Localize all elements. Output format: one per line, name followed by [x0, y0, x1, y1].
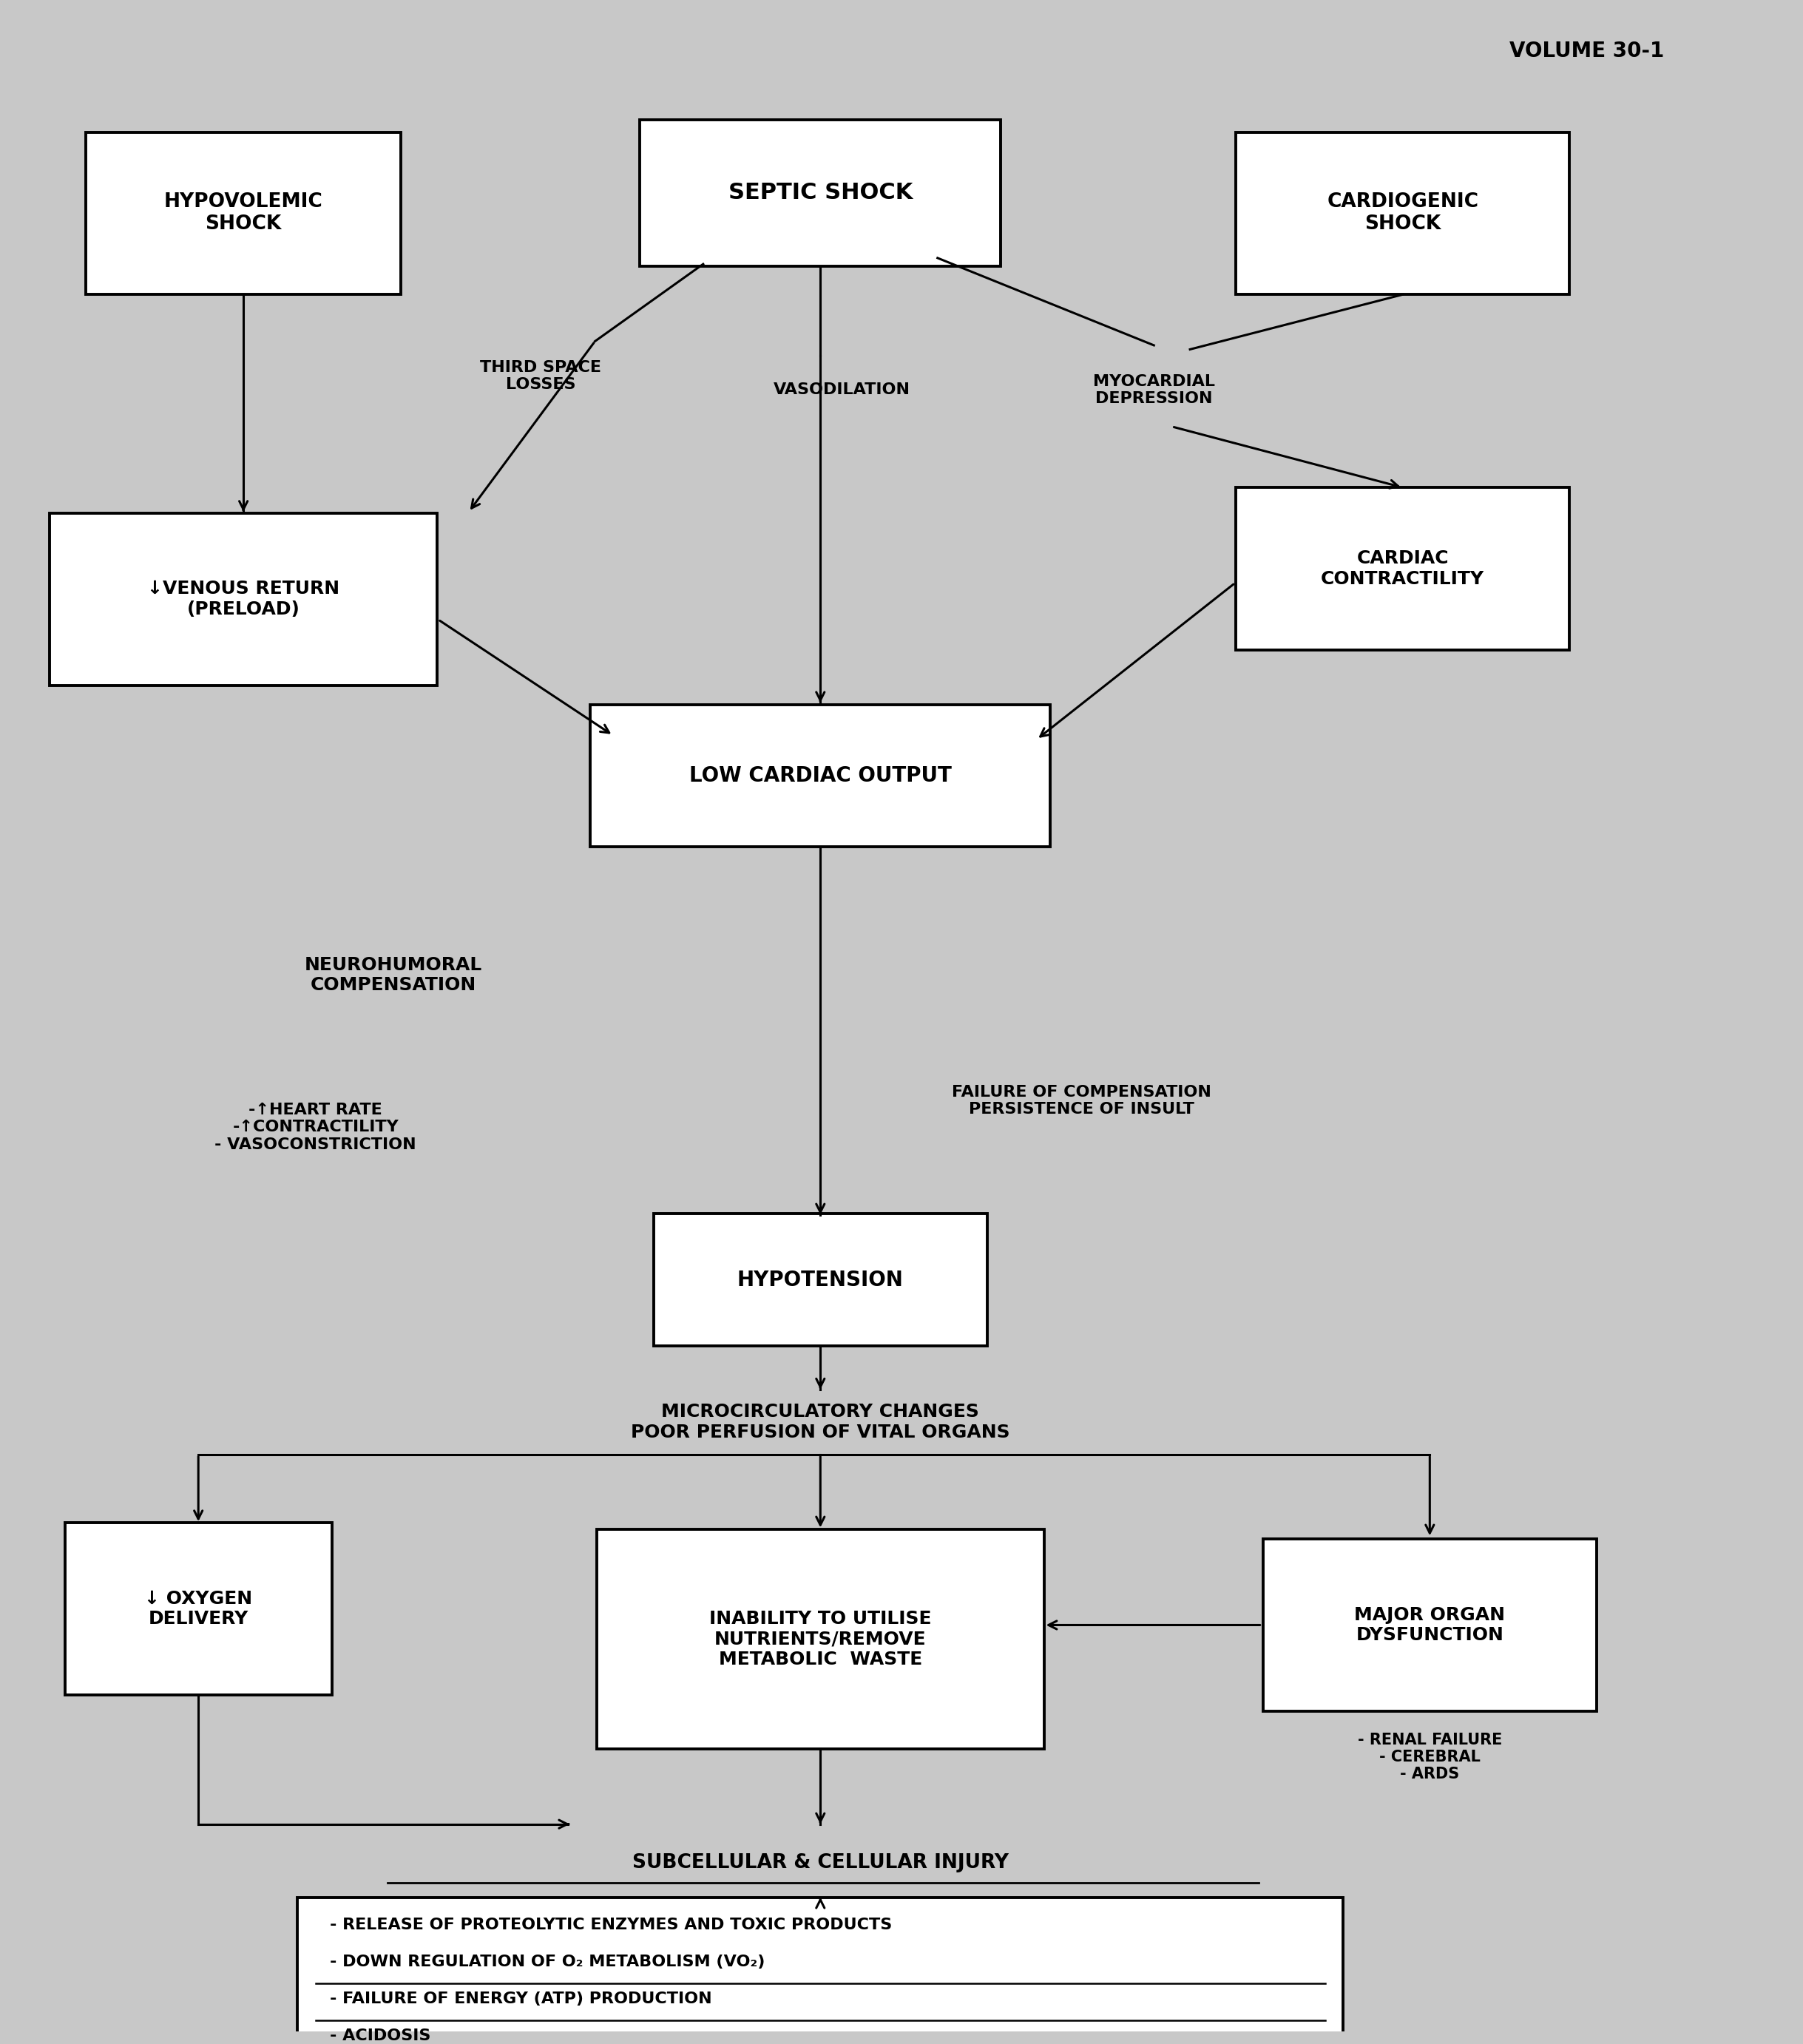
Text: CARDIOGENIC
SHOCK: CARDIOGENIC SHOCK [1327, 192, 1478, 233]
Text: MICROCIRCULATORY CHANGES
POOR PERFUSION OF VITAL ORGANS: MICROCIRCULATORY CHANGES POOR PERFUSION … [631, 1402, 1010, 1441]
FancyBboxPatch shape [297, 1897, 1343, 2044]
Text: - DOWN REGULATION OF O₂ METABOLISM (VO₂): - DOWN REGULATION OF O₂ METABOLISM (VO₂) [330, 1954, 764, 1968]
Text: MYOCARDIAL
DEPRESSION: MYOCARDIAL DEPRESSION [1093, 374, 1215, 407]
Text: LOW CARDIAC OUTPUT: LOW CARDIAC OUTPUT [689, 766, 952, 787]
FancyBboxPatch shape [640, 121, 1001, 266]
Text: INABILITY TO UTILISE
NUTRIENTS/REMOVE
METABOLIC  WASTE: INABILITY TO UTILISE NUTRIENTS/REMOVE ME… [709, 1611, 932, 1668]
Text: NEUROHUMORAL
COMPENSATION: NEUROHUMORAL COMPENSATION [305, 957, 481, 993]
FancyBboxPatch shape [1237, 489, 1569, 650]
FancyBboxPatch shape [65, 1523, 332, 1694]
Text: - FAILURE OF ENERGY (ATP) PRODUCTION: - FAILURE OF ENERGY (ATP) PRODUCTION [330, 1991, 712, 2007]
Text: VOLUME 30-1: VOLUME 30-1 [1509, 41, 1664, 61]
FancyBboxPatch shape [50, 513, 436, 685]
Text: ↓VENOUS RETURN
(PRELOAD): ↓VENOUS RETURN (PRELOAD) [148, 580, 339, 619]
Text: SEPTIC SHOCK: SEPTIC SHOCK [728, 182, 912, 204]
Text: FAILURE OF COMPENSATION
PERSISTENCE OF INSULT: FAILURE OF COMPENSATION PERSISTENCE OF I… [952, 1085, 1212, 1116]
FancyBboxPatch shape [653, 1214, 988, 1345]
FancyBboxPatch shape [87, 133, 400, 294]
Text: - ACIDOSIS: - ACIDOSIS [330, 2028, 431, 2044]
Text: THIRD SPACE
LOSSES: THIRD SPACE LOSSES [480, 360, 602, 392]
Text: VASODILATION: VASODILATION [773, 382, 911, 397]
Text: - RELEASE OF PROTEOLYTIC ENZYMES AND TOXIC PRODUCTS: - RELEASE OF PROTEOLYTIC ENZYMES AND TOX… [330, 1917, 892, 1932]
FancyBboxPatch shape [1262, 1539, 1597, 1711]
FancyBboxPatch shape [1237, 133, 1569, 294]
Text: ↓ OXYGEN
DELIVERY: ↓ OXYGEN DELIVERY [144, 1590, 252, 1627]
Text: HYPOVOLEMIC
SHOCK: HYPOVOLEMIC SHOCK [164, 192, 323, 233]
Text: -↑HEART RATE
-↑CONTRACTILITY
- VASOCONSTRICTION: -↑HEART RATE -↑CONTRACTILITY - VASOCONST… [215, 1104, 416, 1153]
Text: SUBCELLULAR & CELLULAR INJURY: SUBCELLULAR & CELLULAR INJURY [633, 1854, 1008, 1872]
Text: - RENAL FAILURE
- CEREBRAL
- ARDS: - RENAL FAILURE - CEREBRAL - ARDS [1358, 1733, 1502, 1782]
FancyBboxPatch shape [597, 1529, 1044, 1750]
Text: CARDIAC
CONTRACTILITY: CARDIAC CONTRACTILITY [1322, 550, 1484, 589]
Text: HYPOTENSION: HYPOTENSION [737, 1269, 903, 1290]
FancyBboxPatch shape [591, 705, 1049, 846]
Text: MAJOR ORGAN
DYSFUNCTION: MAJOR ORGAN DYSFUNCTION [1354, 1607, 1506, 1643]
